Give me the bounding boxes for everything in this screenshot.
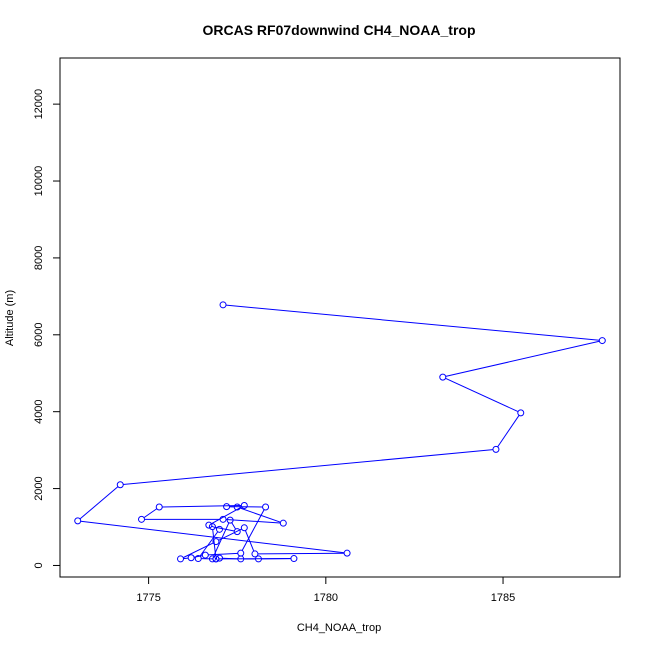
series-segment: [212, 529, 217, 557]
series-segment: [208, 552, 238, 556]
data-point: [233, 528, 241, 536]
data-point: [598, 337, 606, 345]
data-point: [279, 519, 287, 527]
x-tick-label: 1775: [136, 592, 160, 604]
data-point: [116, 481, 124, 489]
data-point: [205, 521, 213, 529]
series-segment: [445, 377, 519, 413]
x-axis: 1775 1780 1785: [136, 576, 515, 604]
data-point: [237, 555, 245, 563]
series-segment: [213, 522, 230, 557]
data-point: [187, 554, 195, 562]
data-point: [212, 538, 220, 546]
data-point: [215, 554, 223, 562]
series-segment: [80, 520, 345, 554]
data-point: [208, 555, 216, 563]
series-segment: [257, 552, 345, 555]
data-point: [290, 555, 298, 563]
series-segment: [215, 526, 235, 532]
data-point: [177, 555, 185, 563]
series-segment: [211, 525, 217, 529]
series-segment: [225, 304, 600, 341]
data-point: [517, 409, 525, 417]
data-point: [201, 551, 209, 559]
data-point: [237, 549, 245, 557]
series-segment: [226, 519, 281, 524]
series-segment: [123, 449, 494, 485]
series-segment: [162, 505, 242, 508]
x-axis-label: CH4_NOAA_trop: [297, 622, 381, 634]
data-point: [74, 517, 82, 525]
series-segment: [445, 340, 600, 377]
series-segment: [239, 507, 281, 523]
y-tick-label: 8000: [33, 246, 45, 270]
series-segment: [497, 415, 520, 448]
series-layer: [74, 301, 606, 563]
data-point: [212, 555, 220, 563]
data-point: [251, 550, 259, 558]
y-tick-label: 4000: [33, 399, 45, 423]
data-point: [343, 549, 351, 557]
data-point: [226, 516, 234, 524]
series-segment: [241, 509, 265, 551]
y-tick-label: 6000: [33, 323, 45, 347]
series-segment: [199, 531, 219, 557]
data-point: [138, 515, 146, 523]
series-segment: [218, 528, 242, 541]
plot-frame: [59, 57, 621, 578]
data-point: [492, 445, 500, 453]
series-segment: [231, 522, 237, 530]
data-point: [262, 503, 270, 511]
data-point: [194, 555, 202, 563]
y-tick-label: 2000: [33, 476, 45, 500]
series-segment: [79, 486, 119, 520]
data-point: [240, 501, 248, 509]
data-point: [219, 301, 227, 309]
y-axis: 0 2000 4000 6000 8000 10000 12000: [33, 89, 61, 569]
data-point: [208, 523, 216, 531]
data-point: [254, 555, 262, 563]
series-segment: [183, 557, 189, 560]
y-tick-label: 12000: [33, 89, 45, 120]
data-point: [223, 503, 231, 511]
chart-title: ORCAS RF07downwind CH4_NOAA_trop: [202, 22, 475, 38]
y-tick-label: 10000: [33, 166, 45, 197]
x-tick-label: 1785: [491, 592, 515, 604]
x-tick-label: 1780: [314, 592, 338, 604]
y-tick-label: 0: [33, 562, 45, 568]
series-segment: [143, 508, 158, 519]
data-point: [233, 503, 241, 511]
y-axis-label: Altitude (m): [4, 290, 16, 346]
data-point: [439, 373, 447, 381]
series-segment: [244, 530, 255, 552]
data-point: [219, 515, 227, 523]
data-point: [155, 503, 163, 511]
data-point: [240, 524, 248, 532]
data-point: [215, 525, 223, 533]
series-segment: [222, 557, 238, 560]
